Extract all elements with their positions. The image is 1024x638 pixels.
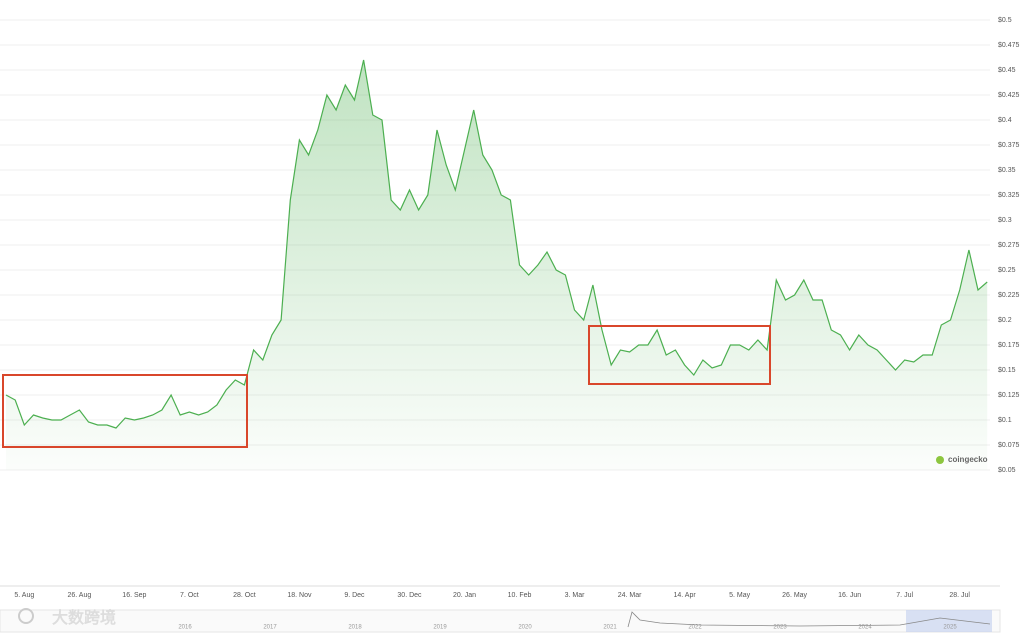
x-tick-label: 7. Oct [180,592,199,599]
navigator-year: 2016 [178,625,192,631]
navigator-year: 2025 [943,625,957,631]
price-line [5,59,988,429]
x-tick-label: 9. Dec [344,592,365,599]
navigator-year: 2024 [858,625,872,631]
y-tick-label: $0.375 [998,142,1020,149]
watermark: 大数跨境 [52,608,116,627]
y-tick-label: $0.45 [998,67,1016,74]
navigator [0,609,1001,633]
y-tick-label: $0.1 [998,417,1012,424]
y-tick-label: $0.2 [998,317,1012,324]
y-tick-label: $0.475 [998,42,1020,49]
navigator-year: 2018 [348,625,362,631]
x-tick-label: 18. Nov [287,592,312,599]
y-tick-label: $0.25 [998,267,1016,274]
x-tick-label: 16. Sep [122,592,146,599]
y-tick-label: $0.05 [998,467,1016,474]
x-tick-label: 3. Mar [565,592,586,599]
x-tick-label: 7. Jul [896,592,913,599]
navigator-selection[interactable] [906,610,992,632]
highlight-box [588,325,771,385]
area [6,60,988,470]
navigator-year: 2023 [773,625,787,631]
x-tick-label: 16. Jun [838,592,861,599]
x-tick-label: 28. Oct [233,592,256,599]
x-tick-label: 5. May [729,592,751,599]
y-tick-label: $0.075 [998,442,1020,449]
brand: coingecko [948,455,988,464]
y-tick-label: $0.175 [998,342,1020,349]
y-tick-label: $0.35 [998,167,1016,174]
y-tick-label: $0.5 [998,17,1012,24]
x-tick-label: 28. Jul [949,592,970,599]
navigator-year: 2022 [688,625,702,631]
y-tick-label: $0.425 [998,92,1020,99]
x-tick-label: 26. Aug [67,592,91,599]
y-tick-label: $0.225 [998,292,1020,299]
x-tick-label: 26. May [782,592,807,599]
x-tick-label: 24. Mar [618,592,642,599]
y-tick-label: $0.4 [998,117,1012,124]
x-tick-label: 10. Feb [508,592,532,599]
y-tick-label: $0.325 [998,192,1020,199]
watermark-icon [18,608,34,624]
navigator-year: 2021 [603,625,617,631]
x-tick-label: 14. Apr [673,592,696,599]
navigator-line [627,611,991,628]
y-tick-label: $0.275 [998,242,1020,249]
x-tick-label: 30. Dec [397,592,422,599]
navigator-year: 2020 [518,625,532,631]
x-tick-label: 20. Jan [453,592,476,599]
y-tick-label: $0.3 [998,217,1012,224]
navigator-year: 2019 [433,625,447,631]
y-tick-label: $0.125 [998,392,1020,399]
navigator-year: 2017 [263,625,277,631]
x-tick-label: 5. Aug [14,592,34,599]
y-tick-label: $0.15 [998,367,1016,374]
highlight-box [2,374,248,448]
brand-icon [936,456,944,464]
